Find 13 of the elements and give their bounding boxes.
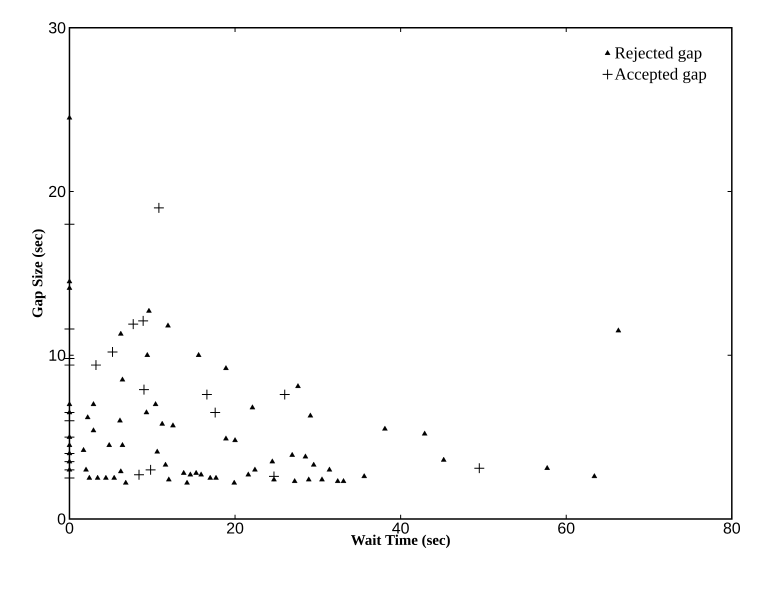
legend-label: Accepted gap bbox=[614, 68, 706, 83]
x-tick-label: 0 bbox=[66, 522, 74, 534]
y-axis-title: Gap Size (sec) bbox=[32, 229, 46, 318]
legend-label: Rejected gap bbox=[615, 46, 702, 62]
y-tick-label: 10 bbox=[50, 349, 66, 361]
x-tick-label: 80 bbox=[724, 522, 740, 534]
y-tick-label: 0 bbox=[58, 513, 66, 524]
x-tick-label: 20 bbox=[227, 522, 244, 534]
x-tick-label: 60 bbox=[558, 522, 574, 534]
x-axis-title: Wait Time (sec) bbox=[350, 534, 450, 548]
y-tick-label: 20 bbox=[49, 186, 66, 197]
y-tick-label: 30 bbox=[48, 22, 66, 34]
x-tick-label: 40 bbox=[392, 522, 409, 534]
